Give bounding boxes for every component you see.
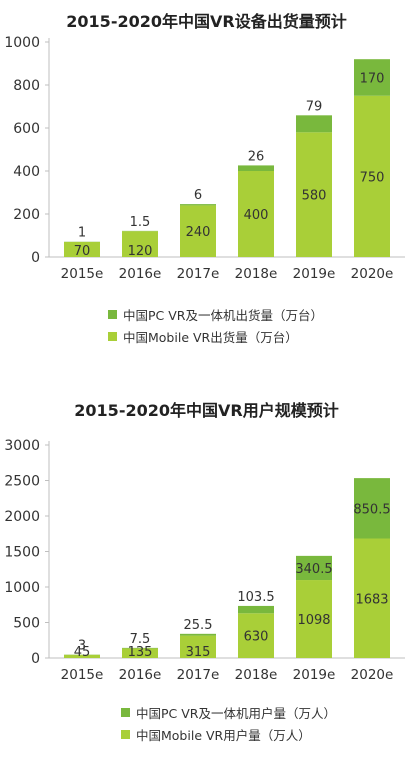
chart2-bar-mobile: [296, 580, 332, 658]
chart1-data-label-pc: 170: [360, 71, 385, 86]
chart2-data-label-pc: 3: [78, 639, 86, 654]
chart2-bar-pc: [354, 478, 390, 539]
chart1-data-label-pc: 1: [78, 226, 86, 241]
chart1-title: 2015-2020年中国VR设备出货量预计: [66, 12, 347, 31]
chart2-data-label-mobile: 135: [128, 645, 153, 660]
legend-swatch-mobile: [108, 331, 117, 341]
legend-label-pc-users: 中国PC VR及一体机用户量（万人）: [136, 705, 336, 721]
legend-label-mobile: 中国Mobile VR出货量（万台）: [123, 329, 298, 345]
chart1-y-tick-label: 600: [13, 121, 40, 137]
chart1-data-label-mobile: 70: [74, 244, 91, 259]
chart2-title: 2015-2020年中国VR用户规模预计: [74, 401, 339, 420]
chart2-bar-mobile: [354, 538, 390, 658]
chart1-bar-pc: [296, 115, 332, 133]
chart2-data-label-mobile: 1098: [297, 613, 330, 628]
chart2-x-tick-label: 2018e: [235, 667, 278, 683]
chart1-y-tick-label: 0: [31, 250, 40, 266]
chart1-bar-mobile: [64, 241, 100, 257]
chart2-x-tick-label: 2019e: [293, 667, 336, 683]
chart1-data-label-mobile: 120: [128, 244, 153, 259]
chart2-data-label-pc: 103.5: [237, 590, 274, 605]
chart1-bar-pc: [354, 59, 390, 96]
chart1-y-tick-label: 1000: [4, 35, 40, 51]
legend-swatch-pc-users: [121, 707, 130, 717]
chart2-data-label-mobile: 315: [186, 645, 211, 660]
chart1-x-tick-label: 2017e: [177, 266, 220, 282]
chart1-y-tick-label: 400: [13, 164, 40, 180]
chart2-data-label-mobile: 1683: [355, 592, 388, 607]
chart2-data-label-mobile: 630: [244, 630, 269, 645]
chart1-data-label-pc: 79: [306, 99, 323, 114]
chart1-x-tick-label: 2018e: [235, 266, 278, 282]
chart2-data-label-pc: 25.5: [184, 618, 213, 633]
chart2-bar-pc: [122, 647, 158, 649]
chart1-plot: 0 200 400 600 800 1000 2015e 70 1 2016e 120 1.5 2017…: [4, 35, 405, 282]
legend-swatch-mobile-users: [121, 729, 130, 739]
chart1-y-tick-label: 800: [13, 78, 40, 94]
legend-item-mobile-users: 中国Mobile VR用户量（万人）: [121, 723, 336, 745]
chart2-legend: 中国PC VR及一体机用户量（万人） 中国Mobile VR用户量（万人）: [121, 701, 336, 745]
chart1-data-label-pc: 6: [194, 188, 202, 203]
chart1-data-label-pc: 1.5: [130, 215, 151, 230]
chart2-plot: 0 500 1000 1500 2000 2500 3000 2015e 453 2016e 135…: [4, 438, 405, 683]
legend-swatch-pc: [108, 309, 117, 319]
chart1-data-label-pc: 26: [248, 149, 265, 164]
legend-item-pc: 中国PC VR及一体机出货量（万台）: [108, 303, 323, 325]
chart1-bar-mobile: [354, 95, 390, 257]
chart2-data-label-pc: 850.5: [353, 502, 390, 517]
chart2-data-label-pc: 7.5: [130, 632, 151, 647]
chart2-bar-mobile: [180, 635, 216, 658]
chart2-x-tick-label: 2017e: [177, 667, 220, 683]
chart1-data-label-mobile: 580: [302, 189, 327, 204]
chart1-x-tick-label: 2015e: [61, 266, 104, 282]
chart2-bar-mobile: [238, 613, 274, 658]
chart2-bar-mobile: [64, 654, 100, 658]
chart1-bar-mobile: [122, 231, 158, 257]
chart1-bar-mobile: [180, 205, 216, 257]
chart2-bar-pc: [180, 633, 216, 636]
chart1-x-tick-label: 2020e: [351, 266, 394, 282]
chart2-y-tick-label: 500: [13, 616, 40, 632]
chart2-y-tick-label: 2000: [4, 509, 40, 525]
chart2-y-tick-label: 0: [31, 651, 40, 667]
chart2-bar-pc: [238, 605, 274, 614]
chart1-data-label-mobile: 240: [186, 225, 211, 240]
chart2-data-label-mobile: 45: [74, 645, 91, 660]
chart1-bar-mobile: [238, 171, 274, 257]
chart1-bar-mobile: [296, 132, 332, 257]
chart2-y-tick-label: 2500: [4, 474, 40, 490]
chart2-y-tick-label: 3000: [4, 438, 40, 454]
legend-label-mobile-users: 中国Mobile VR用户量（万人）: [136, 727, 311, 743]
chart1-y-tick-label: 200: [13, 207, 40, 223]
legend-label-pc: 中国PC VR及一体机出货量（万台）: [123, 307, 323, 323]
legend-item-mobile: 中国Mobile VR出货量（万台）: [108, 325, 323, 347]
chart2-x-tick-label: 2015e: [61, 667, 104, 683]
chart2-x-tick-label: 2016e: [119, 667, 162, 683]
chart1-x-tick-label: 2016e: [119, 266, 162, 282]
chart1-x-tick-label: 2019e: [293, 266, 336, 282]
chart2-x-tick-label: 2020e: [351, 667, 394, 683]
chart1-legend: 中国PC VR及一体机出货量（万台） 中国Mobile VR出货量（万台）: [108, 303, 323, 347]
chart1-data-label-mobile: 400: [244, 208, 269, 223]
chart1-data-label-mobile: 750: [360, 170, 385, 185]
chart1-bar-pc: [238, 165, 274, 171]
legend-item-pc-users: 中国PC VR及一体机用户量（万人）: [121, 701, 336, 723]
chart2-y-tick-label: 1000: [4, 580, 40, 596]
chart2-bar-pc: [296, 555, 332, 581]
chart2-y-tick-label: 1500: [4, 545, 40, 561]
chart1-bar-pc: [180, 204, 216, 206]
chart2-data-label-pc: 340.5: [295, 562, 332, 577]
chart2-bar-mobile: [122, 648, 158, 658]
